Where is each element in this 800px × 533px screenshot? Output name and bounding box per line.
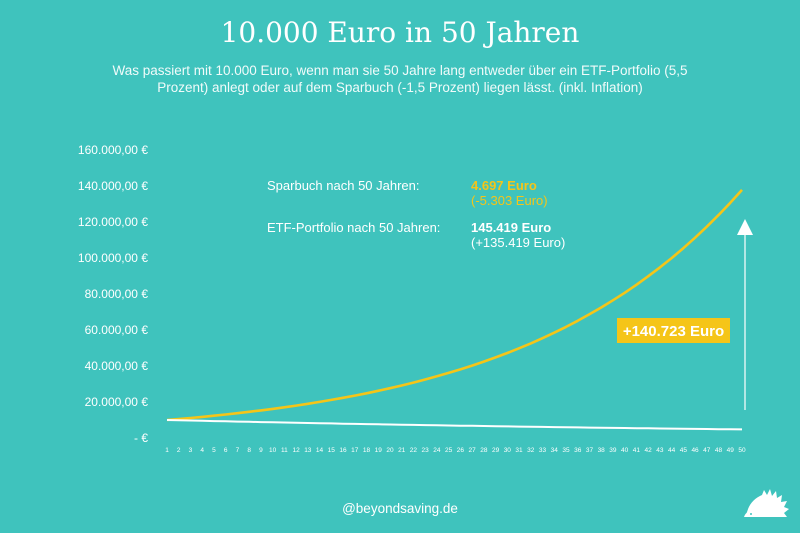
x-tick-label: 11	[281, 447, 288, 454]
series-layer	[166, 189, 743, 431]
x-tick-label: 29	[492, 447, 500, 454]
series-line-etf	[166, 189, 743, 422]
x-tick-label: 7	[236, 447, 240, 454]
x-tick-label: 28	[480, 447, 488, 454]
x-tick-label: 5	[212, 447, 216, 454]
x-tick-label: 45	[680, 447, 688, 454]
x-tick-label: 13	[304, 447, 312, 454]
y-axis: - € 20.000,00 € 40.000,00 € 60.000,00 € 80.0…	[78, 143, 148, 445]
x-tick-label: 40	[621, 447, 629, 454]
y-tick-label: 120.000,00 €	[78, 215, 148, 229]
x-axis: 1 2 3 4 5 6 7 8 9 10 11 12 13 14 15 16 17 18 19 20 21 22 23 24 2…	[165, 447, 746, 454]
x-tick-label: 48	[715, 447, 723, 454]
x-tick-label: 34	[551, 447, 559, 454]
etf-diff: (+135.419 Euro)	[471, 235, 565, 250]
x-tick-label: 24	[433, 447, 441, 454]
x-tick-label: 41	[633, 447, 641, 454]
page-title: 10.000 Euro in 50 Jahren	[220, 16, 580, 49]
sparbuch-value: 4.697 Euro	[471, 178, 537, 193]
x-tick-label: 22	[410, 447, 418, 454]
difference-badge: +140.723 Euro	[623, 323, 724, 340]
x-tick-label: 42	[645, 447, 653, 454]
etf-label: ETF-Portfolio nach 50 Jahren:	[267, 220, 440, 235]
x-tick-label: 20	[386, 447, 394, 454]
x-tick-label: 38	[598, 447, 606, 454]
x-tick-label: 49	[727, 447, 735, 454]
etf-value: 145.419 Euro	[471, 220, 551, 235]
x-tick-label: 26	[457, 447, 465, 454]
x-tick-label: 33	[539, 447, 547, 454]
series-line-sparbuch	[166, 419, 743, 431]
x-tick-label: 1	[165, 447, 169, 454]
footer-handle: @beyondsaving.de	[342, 501, 458, 516]
y-tick-label: 160.000,00 €	[78, 143, 148, 157]
x-tick-label: 12	[292, 447, 300, 454]
x-tick-label: 16	[339, 447, 347, 454]
y-tick-label: 60.000,00 €	[85, 323, 149, 337]
x-tick-label: 50	[738, 447, 746, 454]
x-tick-label: 15	[328, 447, 336, 454]
x-tick-label: 30	[504, 447, 512, 454]
x-tick-label: 2	[177, 447, 181, 454]
y-tick-label: 40.000,00 €	[85, 359, 149, 373]
arrow-up-icon	[737, 219, 753, 235]
x-tick-label: 3	[189, 447, 193, 454]
difference-badge-bg	[617, 318, 730, 343]
x-tick-label: 18	[363, 447, 371, 454]
y-tick-label: 20.000,00 €	[85, 395, 149, 409]
x-tick-label: 19	[375, 447, 383, 454]
x-tick-label: 4	[200, 447, 204, 454]
x-tick-label: 44	[668, 447, 676, 454]
x-tick-label: 27	[468, 447, 476, 454]
x-tick-label: 25	[445, 447, 453, 454]
x-tick-label: 37	[586, 447, 594, 454]
x-tick-label: 31	[515, 447, 523, 454]
hedgehog-icon	[744, 489, 789, 517]
x-tick-label: 8	[247, 447, 251, 454]
sparbuch-diff: (-5.303 Euro)	[471, 193, 548, 208]
page-subtitle: Was passiert mit 10.000 Euro, wenn man s…	[112, 63, 688, 95]
x-tick-label: 43	[656, 447, 664, 454]
x-tick-label: 9	[259, 447, 263, 454]
x-tick-label: 46	[691, 447, 699, 454]
x-tick-label: 17	[351, 447, 359, 454]
x-tick-label: 14	[316, 447, 324, 454]
sparbuch-label: Sparbuch nach 50 Jahren:	[267, 178, 420, 193]
x-tick-label: 39	[609, 447, 617, 454]
x-tick-label: 23	[422, 447, 430, 454]
x-tick-label: 10	[269, 447, 277, 454]
y-tick-label: - €	[134, 431, 148, 445]
y-tick-label: 100.000,00 €	[78, 251, 148, 265]
x-tick-label: 6	[224, 447, 228, 454]
x-tick-label: 32	[527, 447, 535, 454]
x-tick-label: 35	[562, 447, 570, 454]
x-tick-label: 36	[574, 447, 582, 454]
x-tick-label: 47	[703, 447, 711, 454]
y-tick-label: 140.000,00 €	[78, 179, 148, 193]
x-tick-label: 21	[398, 447, 406, 454]
y-tick-label: 80.000,00 €	[85, 287, 149, 301]
